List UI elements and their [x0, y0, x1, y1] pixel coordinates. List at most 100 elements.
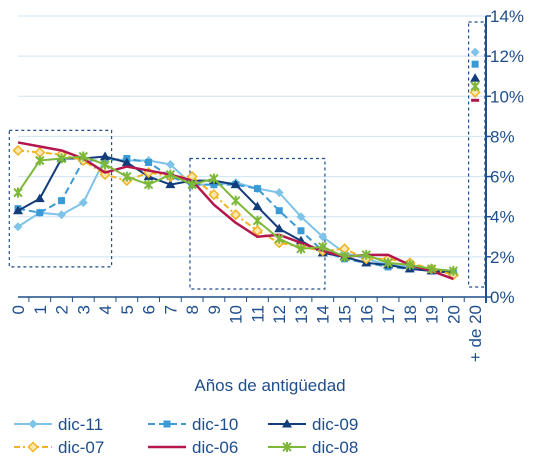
- series-layer: [12, 47, 481, 281]
- data-point: [318, 241, 328, 252]
- legend-item: dic-11: [14, 415, 103, 434]
- legend-swatch-marker: [28, 419, 38, 429]
- data-point: [470, 47, 480, 57]
- data-point: [297, 227, 305, 235]
- y-tick-label: 4%: [490, 208, 515, 227]
- y-tick-label: 0%: [490, 288, 515, 307]
- x-tick-label: 11: [248, 305, 267, 323]
- data-point: [274, 233, 284, 244]
- data-point: [274, 223, 285, 233]
- highlight-box: [189, 157, 326, 290]
- legend-swatch-marker: [163, 420, 171, 428]
- data-point: [426, 263, 437, 274]
- x-tick-label: 16: [357, 305, 376, 324]
- data-point: [36, 209, 44, 217]
- data-point: [100, 159, 110, 170]
- legend-label: dic-11: [58, 415, 103, 434]
- data-point: [13, 222, 23, 232]
- data-point: [187, 179, 197, 190]
- highlight-box: [467, 21, 486, 288]
- x-tick-label: 4: [96, 305, 115, 314]
- legend-swatch-marker: [27, 441, 39, 453]
- x-tick-label: 7: [161, 305, 180, 314]
- highlight-boxes: [8, 21, 486, 290]
- data-point: [100, 151, 111, 160]
- series-line: [17, 141, 454, 281]
- y-tick-label: 6%: [490, 168, 515, 187]
- x-tick-label: 9: [205, 305, 224, 314]
- data-point: [34, 193, 45, 203]
- series-dic-07: [12, 86, 481, 281]
- data-point: [275, 207, 283, 215]
- axes: [18, 15, 491, 303]
- legend-swatch-marker: [282, 419, 292, 428]
- x-tick-label: 3: [74, 305, 93, 314]
- data-point: [252, 201, 263, 211]
- data-point: [143, 179, 154, 190]
- data-point: [165, 160, 175, 170]
- data-point: [252, 215, 263, 226]
- x-tick-label: 17: [379, 305, 398, 324]
- data-point: [145, 159, 153, 167]
- data-point: [361, 249, 371, 260]
- data-point: [296, 212, 306, 222]
- y-tick-labels: 0% 2% 4% 6% 8% 10% 12% 14%: [490, 7, 524, 307]
- data-point: [230, 195, 241, 206]
- data-point: [121, 157, 132, 167]
- data-point: [58, 197, 66, 205]
- data-point: [165, 179, 176, 189]
- data-point: [122, 171, 132, 182]
- legend-item: dic-06: [148, 438, 238, 457]
- data-point: [469, 86, 481, 98]
- y-tick-label: 14%: [490, 7, 524, 26]
- x-tick-label: 20: [444, 305, 463, 324]
- data-point: [210, 181, 218, 189]
- data-point: [470, 73, 481, 82]
- data-point: [296, 243, 306, 254]
- data-point: [57, 210, 67, 220]
- legend-item: dic-07: [14, 438, 104, 457]
- series-dic-06: [17, 98, 480, 281]
- data-point: [471, 60, 479, 68]
- legend-label: dic-07: [58, 438, 104, 457]
- series-dic-09: [13, 73, 481, 277]
- x-tick-label: + de 20: [466, 305, 485, 362]
- legend-label: dic-09: [312, 415, 358, 434]
- highlight-box: [8, 129, 113, 268]
- x-tick-label: 2: [53, 305, 72, 314]
- data-point: [12, 144, 24, 157]
- legend-item: dic-10: [148, 415, 238, 434]
- series-line: [17, 157, 454, 274]
- legend-swatch-marker: [282, 442, 292, 452]
- x-tick-label: 18: [401, 305, 420, 324]
- data-point: [274, 188, 284, 198]
- data-point: [208, 189, 220, 201]
- series-dic-10: [14, 60, 479, 277]
- data-point: [251, 225, 264, 237]
- gridlines: [18, 15, 486, 258]
- data-point: [35, 155, 45, 166]
- legend: dic-11 dic-10 dic-09 dic-07 dic-06 dic-08: [14, 415, 358, 457]
- y-tick-label: 12%: [490, 47, 524, 66]
- data-point: [405, 259, 415, 270]
- legend-label: dic-08: [312, 438, 358, 457]
- series-dic-08: [13, 81, 480, 276]
- data-point: [78, 151, 89, 162]
- legend-label: dic-06: [192, 438, 238, 457]
- data-point: [13, 187, 23, 198]
- data-point: [13, 205, 23, 215]
- data-point: [383, 257, 393, 268]
- x-tick-label: 15: [336, 305, 355, 324]
- x-tick-label: 5: [118, 305, 137, 314]
- data-point: [209, 173, 219, 184]
- data-point: [339, 251, 350, 262]
- x-tick-label: 8: [183, 305, 202, 314]
- y-tick-label: 10%: [490, 87, 524, 106]
- data-point: [165, 169, 176, 180]
- x-tick-label: 6: [140, 305, 159, 314]
- x-tick-label: 19: [423, 305, 442, 324]
- data-point: [230, 179, 241, 189]
- data-point: [448, 265, 459, 276]
- x-tick-label: 0: [9, 305, 28, 314]
- data-point: [470, 81, 480, 92]
